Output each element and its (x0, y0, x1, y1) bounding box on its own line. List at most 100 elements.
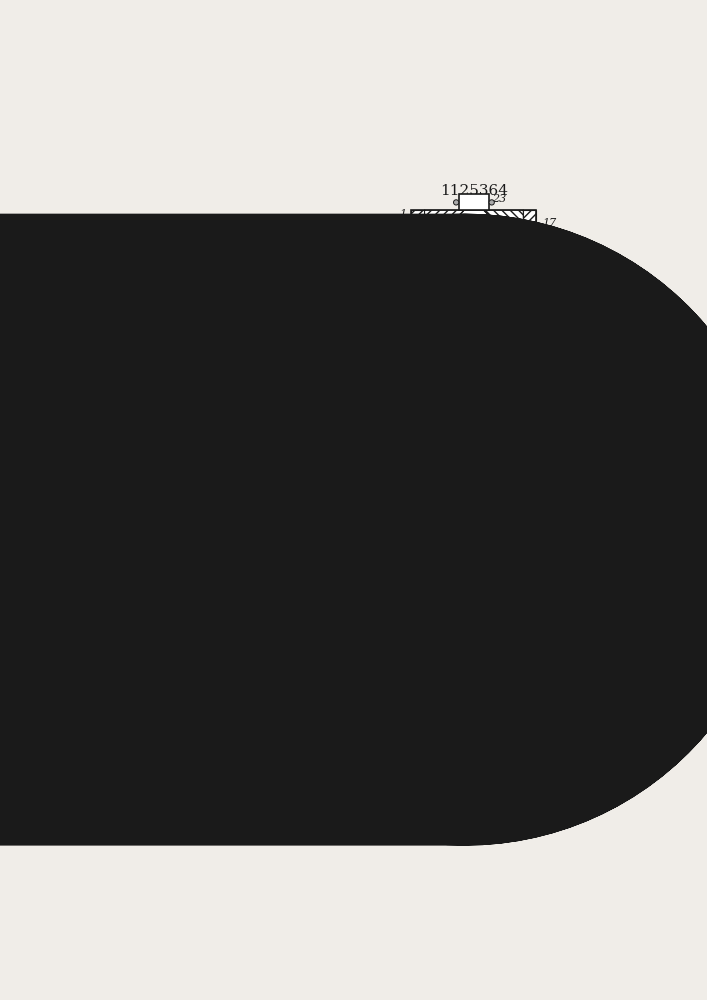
Bar (472, 223, 476, 493)
Polygon shape (484, 210, 523, 250)
Text: 28: 28 (452, 525, 465, 534)
Text: ВНИИПИ    Заказ 8455/24    Тираж 564    Подписное: ВНИИПИ Заказ 8455/24 Тираж 564 Подписное (312, 747, 586, 756)
Bar (357, 553, 396, 568)
Circle shape (420, 262, 528, 370)
Bar (424, 255, 523, 376)
Bar (556, 565, 585, 586)
Bar (428, 395, 520, 484)
Bar (460, 194, 489, 210)
Text: 31: 31 (518, 556, 531, 565)
Circle shape (489, 200, 494, 205)
Bar (461, 366, 487, 378)
Text: 13: 13 (370, 556, 382, 565)
Text: 29: 29 (498, 525, 511, 534)
Circle shape (420, 262, 528, 370)
Text: 14: 14 (370, 571, 382, 580)
Bar (467, 444, 491, 477)
Text: 32: 32 (405, 542, 418, 551)
Bar (520, 395, 523, 484)
Text: б: б (342, 525, 349, 534)
Text: 4: 4 (542, 380, 549, 390)
Bar (602, 537, 625, 551)
Text: 20: 20 (392, 469, 406, 479)
Bar (304, 522, 327, 537)
Text: 3: 3 (542, 317, 549, 327)
Bar (428, 395, 520, 408)
Bar (492, 444, 510, 477)
Text: Cr: Cr (368, 525, 380, 534)
Bar (464, 376, 484, 383)
Bar (460, 568, 490, 583)
Bar (298, 514, 602, 588)
Bar (448, 539, 470, 553)
Text: 23: 23 (491, 194, 506, 204)
Bar (317, 553, 341, 568)
Text: 6: 6 (399, 404, 406, 414)
Text: 14: 14 (392, 370, 406, 380)
Bar (404, 522, 428, 537)
Bar (428, 470, 520, 484)
Bar (444, 522, 474, 537)
Bar (490, 519, 520, 540)
Text: 12: 12 (392, 432, 406, 442)
Text: 27: 27 (410, 525, 422, 534)
Bar (317, 568, 341, 583)
Bar (411, 210, 537, 507)
Text: 31: 31 (607, 511, 620, 520)
Text: Филиал ППП "Патент", г.Ужгород, ул.Проектная, 4: Филиал ППП "Патент", г.Ужгород, ул.Проек… (312, 759, 607, 768)
Bar (471, 283, 477, 349)
Text: 30: 30 (452, 542, 465, 551)
Text: 8: 8 (399, 393, 406, 403)
Bar (363, 519, 386, 540)
Text: 13: 13 (372, 543, 381, 551)
Bar (444, 449, 463, 474)
Bar (528, 262, 532, 370)
Text: 5: 5 (399, 271, 406, 281)
Bar (411, 210, 424, 507)
Text: 1: 1 (568, 571, 574, 580)
Text: 18: 18 (323, 571, 335, 580)
Bar (424, 262, 429, 370)
Text: 22: 22 (542, 446, 556, 456)
Bar (357, 568, 396, 583)
Bar (461, 487, 487, 507)
Text: 11: 11 (392, 322, 406, 332)
Text: 22: 22 (607, 540, 620, 549)
Bar (431, 408, 517, 436)
Text: 9: 9 (399, 297, 406, 307)
Circle shape (438, 279, 510, 352)
Text: 1: 1 (399, 209, 406, 219)
Text: 19: 19 (392, 350, 406, 360)
Text: 16: 16 (392, 382, 406, 392)
Bar (523, 210, 537, 507)
Bar (443, 444, 465, 477)
Text: Фиг. 2: Фиг. 2 (452, 594, 496, 608)
Text: 18: 18 (542, 357, 556, 367)
Bar (467, 273, 481, 283)
Text: Фиг. 1: Фиг. 1 (452, 514, 496, 528)
Text: 2: 2 (399, 238, 406, 248)
Bar (602, 508, 625, 522)
Circle shape (453, 200, 459, 205)
Bar (469, 449, 489, 474)
Text: 13: 13 (542, 242, 556, 252)
Text: 7: 7 (542, 396, 549, 406)
Bar (420, 296, 438, 335)
Polygon shape (424, 210, 523, 250)
Bar (334, 519, 357, 540)
Text: 15: 15 (542, 253, 556, 263)
Bar (513, 553, 536, 568)
Text: 10: 10 (542, 416, 556, 426)
Bar (424, 395, 428, 484)
Text: 20: 20 (309, 525, 322, 534)
Text: с
R: с R (372, 525, 378, 542)
Bar (397, 536, 426, 557)
Text: 21: 21 (542, 332, 556, 342)
Text: 14: 14 (372, 558, 381, 566)
Text: 1125364: 1125364 (440, 184, 508, 198)
Text: 9пр: 9пр (381, 538, 396, 546)
Bar (494, 449, 509, 474)
Text: 20: 20 (469, 571, 481, 580)
Text: 17: 17 (323, 556, 335, 565)
Bar (510, 296, 528, 335)
